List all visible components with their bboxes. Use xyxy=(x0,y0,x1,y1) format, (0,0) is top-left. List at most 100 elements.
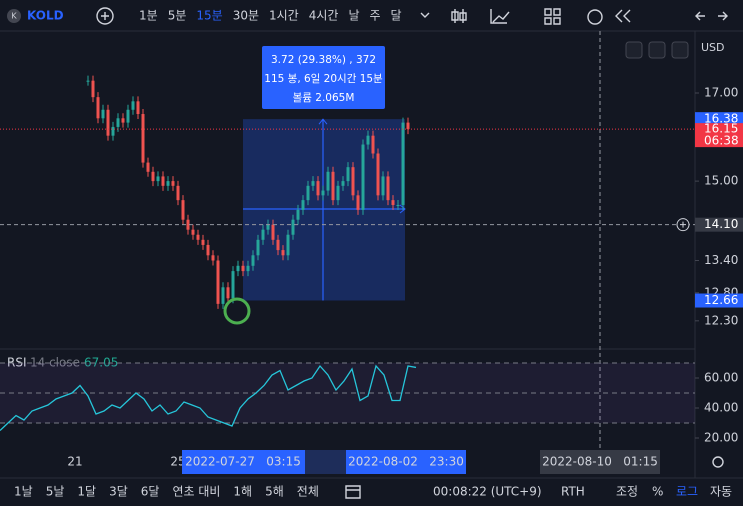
collapse[interactable] xyxy=(648,41,666,59)
candle xyxy=(336,185,340,201)
alert[interactable] xyxy=(587,9,603,25)
interval[interactable]: 5분 xyxy=(168,9,187,23)
scale-option[interactable]: 자동 xyxy=(710,485,732,499)
candle xyxy=(221,287,225,304)
candle xyxy=(191,229,195,235)
candle xyxy=(376,153,380,196)
candle xyxy=(156,176,160,182)
range-button[interactable]: 3달 xyxy=(109,485,128,499)
scroll-down[interactable] xyxy=(625,41,643,59)
candle xyxy=(201,239,205,245)
candle xyxy=(226,287,230,299)
candle xyxy=(116,118,120,127)
clock: 00:08:22 (UTC+9) xyxy=(433,485,542,499)
symbol-icon-letter: K xyxy=(11,12,17,21)
price-badge xyxy=(695,293,743,308)
symbol[interactable]: KOLD xyxy=(27,9,64,23)
session[interactable]: RTH xyxy=(561,485,585,499)
rsi-tick-label: 20.00 xyxy=(704,431,738,445)
candle xyxy=(166,181,170,186)
price-badge-label: 16.15 xyxy=(704,122,738,136)
add-symbol[interactable] xyxy=(96,7,114,25)
candle xyxy=(96,97,100,119)
candle xyxy=(211,255,215,261)
countdown: 06:38 xyxy=(704,134,739,148)
range-button[interactable]: 전체 xyxy=(297,485,319,499)
scale-option[interactable]: 로그 xyxy=(676,485,698,499)
candle xyxy=(246,265,250,272)
price-tick-label: 12.30 xyxy=(704,313,738,327)
symbol-icon[interactable] xyxy=(7,9,21,23)
scale-option[interactable]: % xyxy=(652,485,663,499)
price-badge-label: 12.66 xyxy=(704,293,738,307)
candle xyxy=(216,260,220,304)
settings[interactable] xyxy=(712,456,724,468)
candle xyxy=(346,167,350,182)
range-button[interactable]: 5해 xyxy=(265,485,284,499)
indicators[interactable] xyxy=(490,9,510,24)
candle-style[interactable] xyxy=(451,9,467,23)
annotation-circle xyxy=(223,297,251,325)
candle xyxy=(181,200,185,220)
crosshair-time-box xyxy=(540,450,660,474)
range-button[interactable]: 1해 xyxy=(233,485,252,499)
candle xyxy=(286,234,290,256)
currency[interactable]: USD xyxy=(701,41,725,54)
rsi-band xyxy=(0,363,695,423)
scale-option[interactable]: 조정 xyxy=(616,485,638,499)
candle xyxy=(106,109,110,136)
interval-chevron[interactable] xyxy=(420,12,430,18)
range-button[interactable]: 1달 xyxy=(77,485,96,499)
candle xyxy=(391,200,395,205)
range-button[interactable]: 연초 대비 xyxy=(172,485,220,499)
candle xyxy=(236,265,240,272)
interval[interactable]: 날 xyxy=(348,9,359,23)
range-button[interactable]: 6달 xyxy=(141,485,160,499)
candle xyxy=(301,200,305,210)
candle xyxy=(281,250,285,256)
candle xyxy=(196,234,200,240)
interval[interactable]: 15분 xyxy=(196,9,222,23)
crosshair-plus-icon xyxy=(680,221,686,228)
measure-tooltip xyxy=(262,46,385,109)
crosshair-time: 2022-08-10 01:15 xyxy=(542,455,658,469)
candle xyxy=(331,171,335,201)
interval[interactable]: 주 xyxy=(369,9,380,23)
candle xyxy=(371,135,375,154)
range-start: 2022-07-27 03:15 xyxy=(185,455,301,469)
interval[interactable]: 1분 xyxy=(139,9,158,23)
candle xyxy=(386,176,390,201)
candle xyxy=(146,162,150,172)
rsi-label: RSI xyxy=(7,356,27,370)
measure-arrowhead xyxy=(318,118,328,125)
time-label: 25 xyxy=(170,455,185,469)
candle xyxy=(306,185,310,201)
fullscreen[interactable] xyxy=(671,41,689,59)
layouts[interactable] xyxy=(544,8,561,25)
measure-text: 3.72 (29.38%) , 372 xyxy=(271,54,376,66)
candle xyxy=(261,229,265,240)
price-tick-label: 13.40 xyxy=(704,253,738,267)
price-badge xyxy=(695,112,743,127)
measure-arrowhead-h xyxy=(399,204,406,214)
candle xyxy=(101,109,105,119)
candle xyxy=(206,244,210,256)
range-button[interactable]: 1날 xyxy=(14,485,33,499)
candle xyxy=(361,144,365,210)
candle xyxy=(271,224,275,240)
interval[interactable]: 4시간 xyxy=(309,9,339,23)
date-range[interactable] xyxy=(345,485,361,499)
interval[interactable]: 30분 xyxy=(233,9,259,23)
redo[interactable] xyxy=(718,11,728,21)
price-badge-label: 14.10 xyxy=(704,217,738,231)
candle xyxy=(171,181,175,186)
interval[interactable]: 달 xyxy=(391,9,402,23)
interval[interactable]: 1시간 xyxy=(269,9,299,23)
measure-text: 115 봉, 6일 20시간 15분 xyxy=(264,72,383,85)
undo[interactable] xyxy=(695,11,705,21)
candle xyxy=(291,219,295,235)
candle xyxy=(401,122,405,205)
replay[interactable] xyxy=(615,9,631,23)
candle xyxy=(276,239,280,251)
range-button[interactable]: 5날 xyxy=(46,485,65,499)
